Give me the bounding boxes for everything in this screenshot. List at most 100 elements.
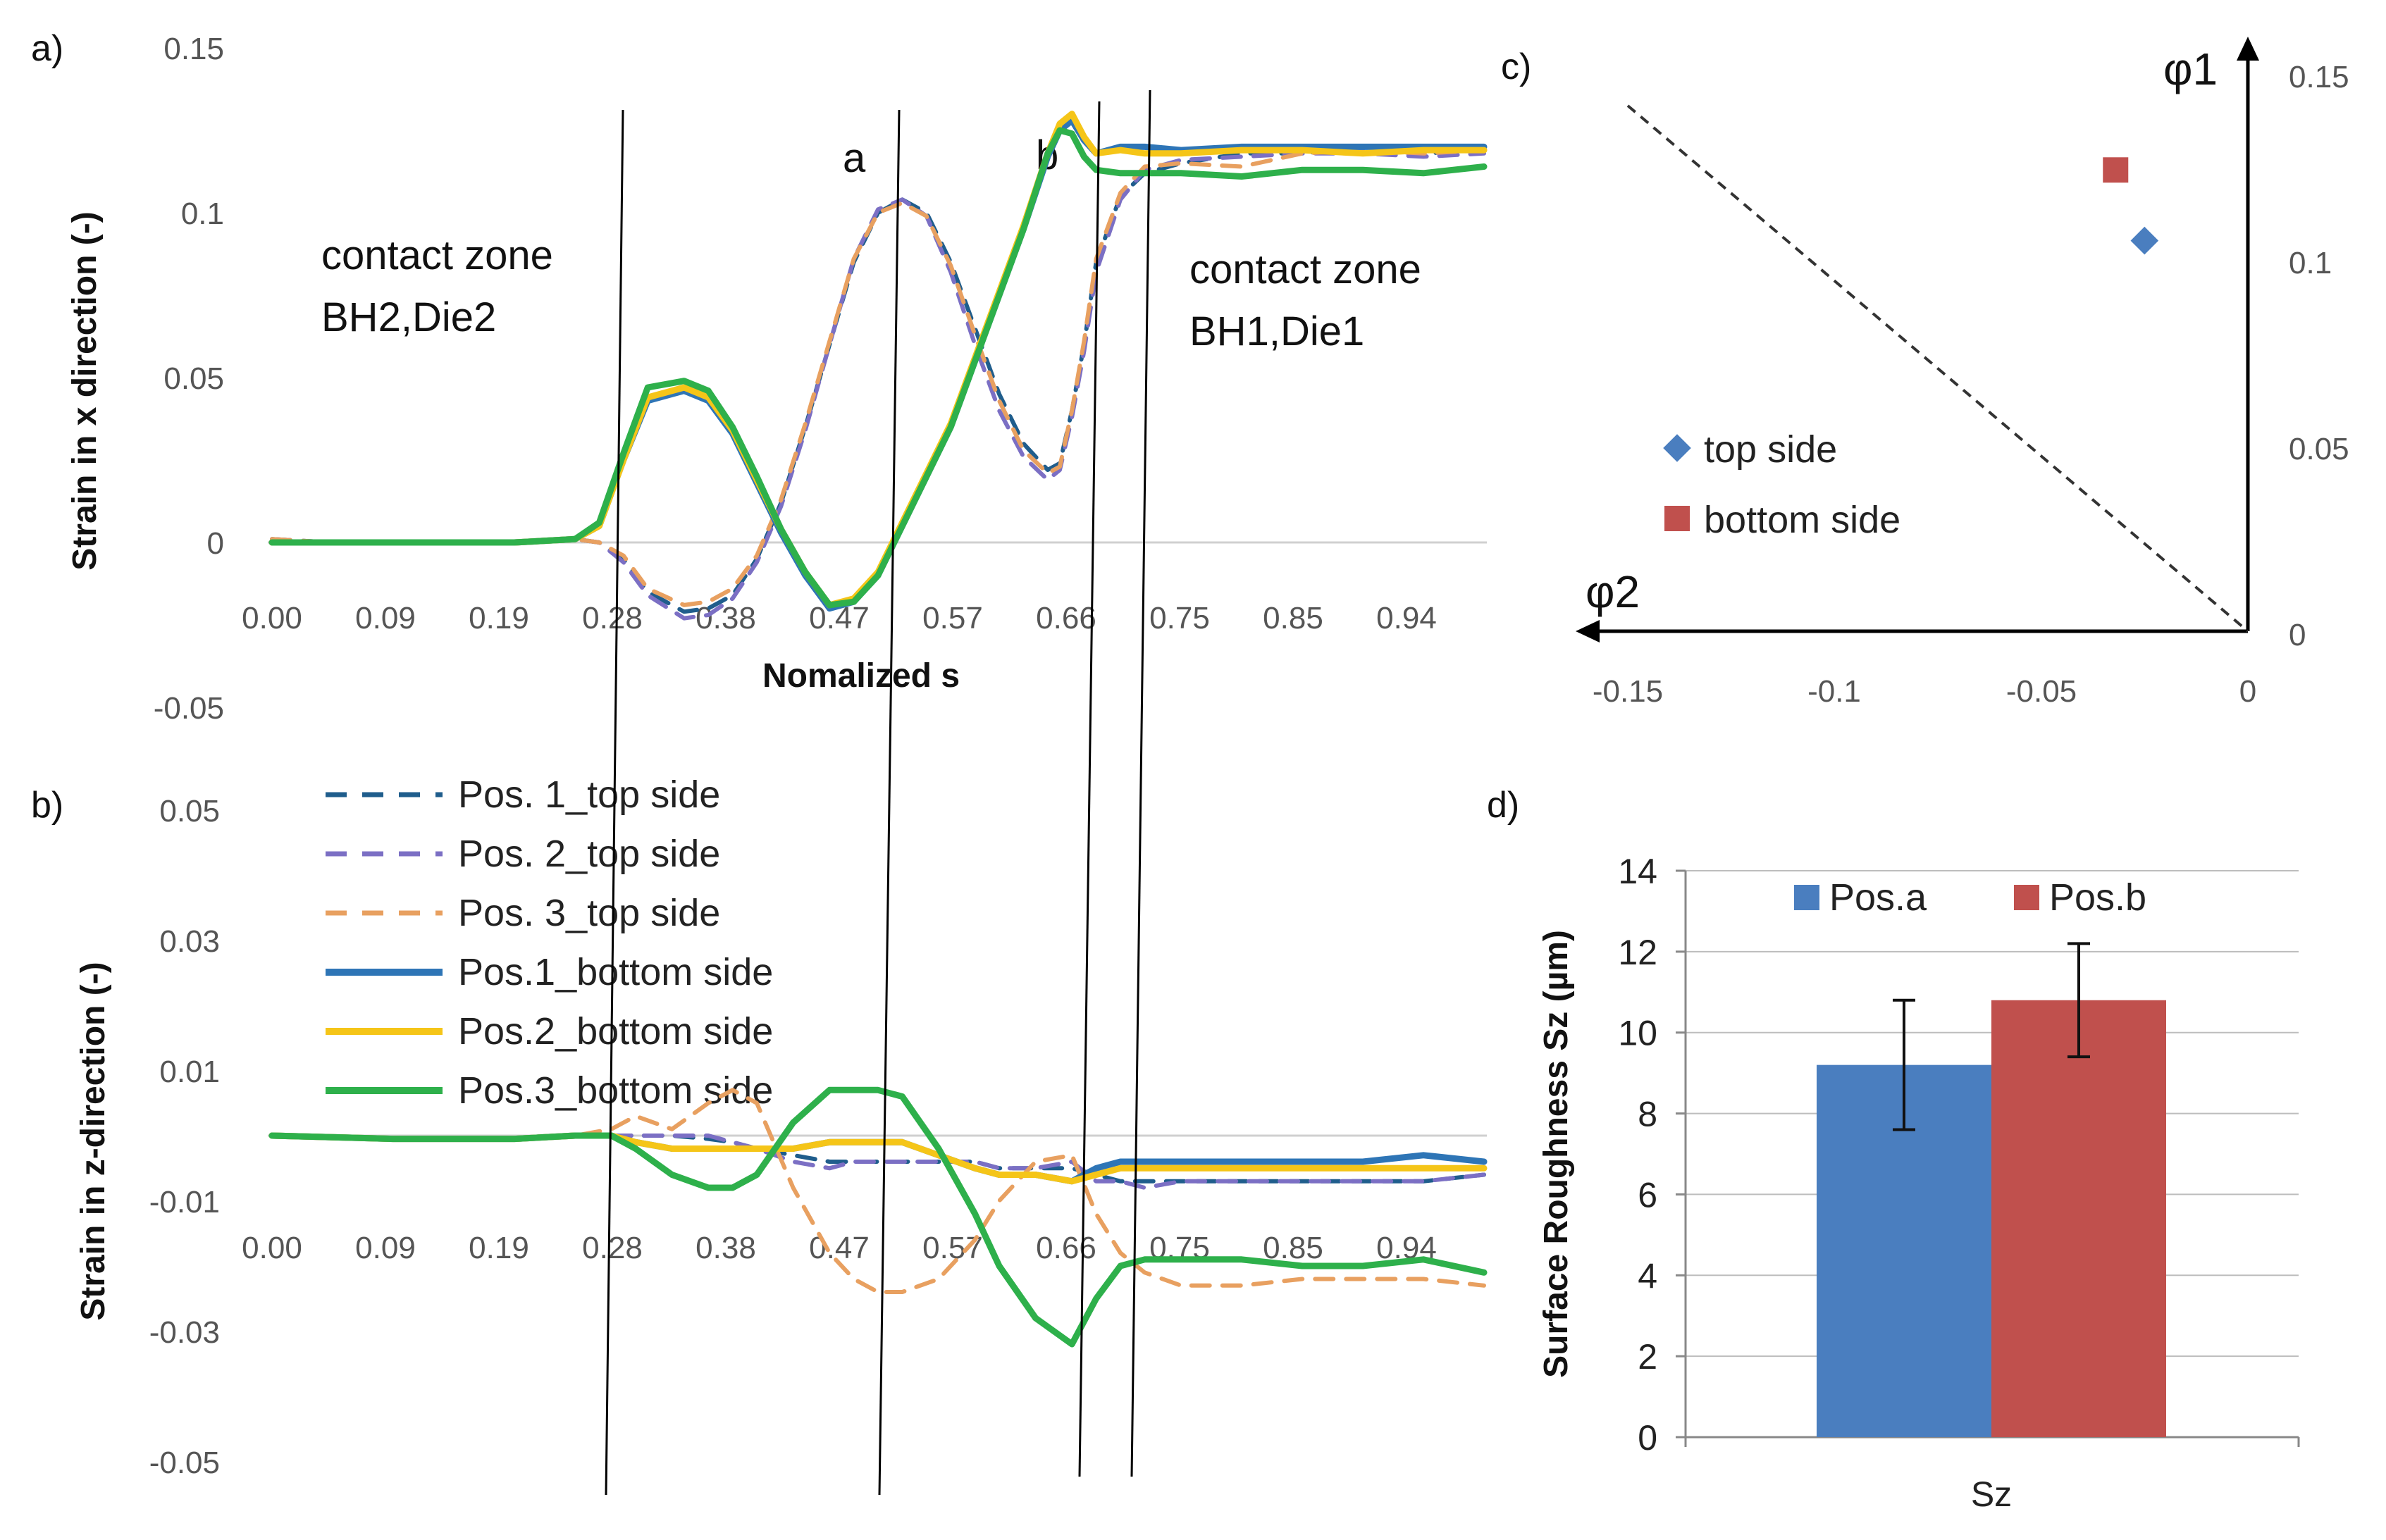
zone-left-line1: contact zone <box>321 232 553 278</box>
panel-d-ytick: 4 <box>1638 1256 1657 1296</box>
panel-a-xtick: 0.38 <box>696 601 756 635</box>
panel-b-xtick: 0.09 <box>355 1231 416 1265</box>
panel-b-line-pos-2-bottom-side <box>268 1132 1488 1185</box>
panel-a-line-pos-2-bottom-side <box>268 111 1488 609</box>
panel-c-ytick: 0.1 <box>2289 246 2332 280</box>
panel-d-ytick: 6 <box>1638 1175 1657 1215</box>
panel-a-ytick: 0.1 <box>181 197 224 231</box>
panel-a-line-pos-1-bottom-side <box>268 117 1488 612</box>
panel-b-ylabel: Strain in z-direction (-) <box>75 962 112 1320</box>
panel-a-line-pos-3-bottom-side <box>268 127 1488 609</box>
panel-b-xtick: 0.57 <box>922 1231 983 1265</box>
panel-c-xtick: 0 <box>2239 674 2256 709</box>
zone-right-line2: BH1,Die1 <box>1189 309 1364 354</box>
phi1-arrowhead <box>2237 37 2259 61</box>
panel-d-legend: Pos.a Pos.b <box>1794 876 2146 919</box>
panel-a-ytick: 0.05 <box>163 361 224 396</box>
panel-a-ytick: -0.05 <box>154 691 224 726</box>
panel-a-series <box>268 111 1488 621</box>
diagonal-dashed-line <box>1626 104 2249 633</box>
legend-label-pos-3-top-side: Pos. 3_top side <box>458 892 720 934</box>
guide-line-a <box>878 109 901 1496</box>
phi2-label: φ2 <box>1585 566 1640 617</box>
panel-a-line-pos-3-top-side <box>270 148 1486 607</box>
legend-label-pos-1-top-side: Pos. 1_top side <box>458 774 720 816</box>
panel-b-strain-z: b) 0.05 0.03 0.01 -0.01 -0.03 -0.05 0.00… <box>31 774 1488 1480</box>
legend-top-side-label: top side <box>1704 428 1837 471</box>
panel-c-label: c) <box>1501 46 1531 87</box>
phi2-arrowhead <box>1576 620 1600 642</box>
panel-c-points <box>2103 157 2159 255</box>
panel-b-legend: Pos. 1_top side Pos. 2_top side Pos. 3_top… <box>326 774 773 1112</box>
panel-d-ytick: 10 <box>1618 1014 1657 1053</box>
panel-b-xtick: 0.00 <box>242 1231 302 1265</box>
panel-a-ytick: 0.15 <box>163 32 224 66</box>
panel-b-label: b) <box>31 785 63 826</box>
legend-top-side-marker <box>1663 434 1691 462</box>
panel-c-legend: top side bottom side <box>1663 428 1900 541</box>
panel-c-xtick: -0.1 <box>1807 674 1861 709</box>
guide-line-left-contact <box>605 109 624 1496</box>
panel-d-bar: d) 14 12 10 8 6 4 2 0 Surface Roughness Sz (µm)… <box>1487 785 2300 1514</box>
panel-d-bars <box>1817 942 2166 1437</box>
point-bottom-side <box>2103 157 2129 183</box>
panel-d-category: Sz <box>1971 1474 2012 1514</box>
panel-a-ytick: 0 <box>207 526 224 561</box>
legend-pos-a-swatch <box>1794 885 1819 910</box>
panel-a-ylabel: Strain in x direction (-) <box>66 211 104 570</box>
panel-b-line-pos-2-top-side <box>270 1134 1486 1190</box>
panel-a-xtick: 0.19 <box>469 601 529 635</box>
panel-a-label: a) <box>31 28 63 69</box>
line-a-label: a <box>843 135 866 181</box>
panel-b-ytick: 0.05 <box>159 794 220 828</box>
panel-a-strain-x: a) 0.15 0.1 0.05 0 -0.05 0.00 0.09 0.19 0.2… <box>31 28 1488 726</box>
panel-a-xtick: 0.00 <box>242 601 302 635</box>
panel-d-ytick: 0 <box>1638 1418 1657 1458</box>
panel-a-xtick: 0.09 <box>355 601 416 635</box>
panel-a-xtick: 0.75 <box>1149 601 1210 635</box>
panel-b-line-pos-3-top-side <box>270 1088 1486 1294</box>
panel-c-ytick: 0.05 <box>2289 432 2349 466</box>
panel-d-ytick: 8 <box>1638 1095 1657 1134</box>
panel-b-ytick: 0.01 <box>159 1055 220 1089</box>
panel-a-xtick: 0.28 <box>582 601 643 635</box>
panel-c-scatter: c) φ1 φ2 0.15 0.1 0.05 0 -0.15 -0.1 -0.0… <box>1501 37 2349 709</box>
phi1-label: φ1 <box>2163 44 2218 94</box>
panel-b-xtick: 0.85 <box>1263 1231 1323 1265</box>
panel-a-xticks: 0.00 0.09 0.19 0.28 0.38 0.47 0.57 0.66 0.75 0.85… <box>242 601 1437 635</box>
panel-c-xtick: -0.05 <box>2006 674 2077 709</box>
legend-bottom-side-label: bottom side <box>1704 499 1900 541</box>
guide-line-right-contact <box>1130 89 1151 1477</box>
panel-b-ytick: 0.03 <box>159 924 220 959</box>
legend-pos-a-label: Pos.a <box>1829 876 1927 919</box>
panel-b-series <box>268 1086 1488 1348</box>
legend-bottom-side-marker <box>1664 506 1690 531</box>
panel-d-ylabel: Surface Roughness Sz (µm) <box>1538 930 1575 1378</box>
guide-lines <box>605 89 1151 1496</box>
panel-a-line-pos-2-top-side <box>270 151 1486 621</box>
panel-a-xtick: 0.66 <box>1036 601 1096 635</box>
panel-c-ytick: 0.15 <box>2289 60 2349 94</box>
panel-a-xtick: 0.94 <box>1376 601 1437 635</box>
legend-label-pos-2-top-side: Pos. 2_top side <box>458 833 720 875</box>
panel-d-ytick: 2 <box>1638 1337 1657 1377</box>
panel-b-ytick: -0.03 <box>149 1315 220 1350</box>
legend-label-pos-3-bottom-side: Pos.3_bottom side <box>458 1069 773 1112</box>
panel-b-xtick: 0.19 <box>469 1231 529 1265</box>
panel-a-xtick: 0.57 <box>922 601 983 635</box>
panel-d-label: d) <box>1487 785 1519 826</box>
panel-b-xtick: 0.28 <box>582 1231 643 1265</box>
bar-pos-b <box>1991 1000 2166 1437</box>
panel-b-xtick: 0.38 <box>696 1231 756 1265</box>
panel-d-gridlines: 14 12 10 8 6 4 2 0 <box>1618 852 2300 1458</box>
panel-a-xtick: 0.85 <box>1263 601 1323 635</box>
guide-line-b <box>1078 101 1101 1477</box>
panel-d-ytick: 12 <box>1618 933 1657 972</box>
panel-b-line-pos-3-bottom-side <box>268 1086 1488 1348</box>
panel-b-xticks: 0.00 0.09 0.19 0.28 0.38 0.47 0.57 0.66 0.75 0.85… <box>242 1231 1437 1265</box>
zone-left-line2: BH2,Die2 <box>321 294 496 340</box>
zone-right-line1: contact zone <box>1189 247 1421 292</box>
panel-b-ytick: -0.01 <box>149 1185 220 1219</box>
point-top-side <box>2130 226 2159 255</box>
